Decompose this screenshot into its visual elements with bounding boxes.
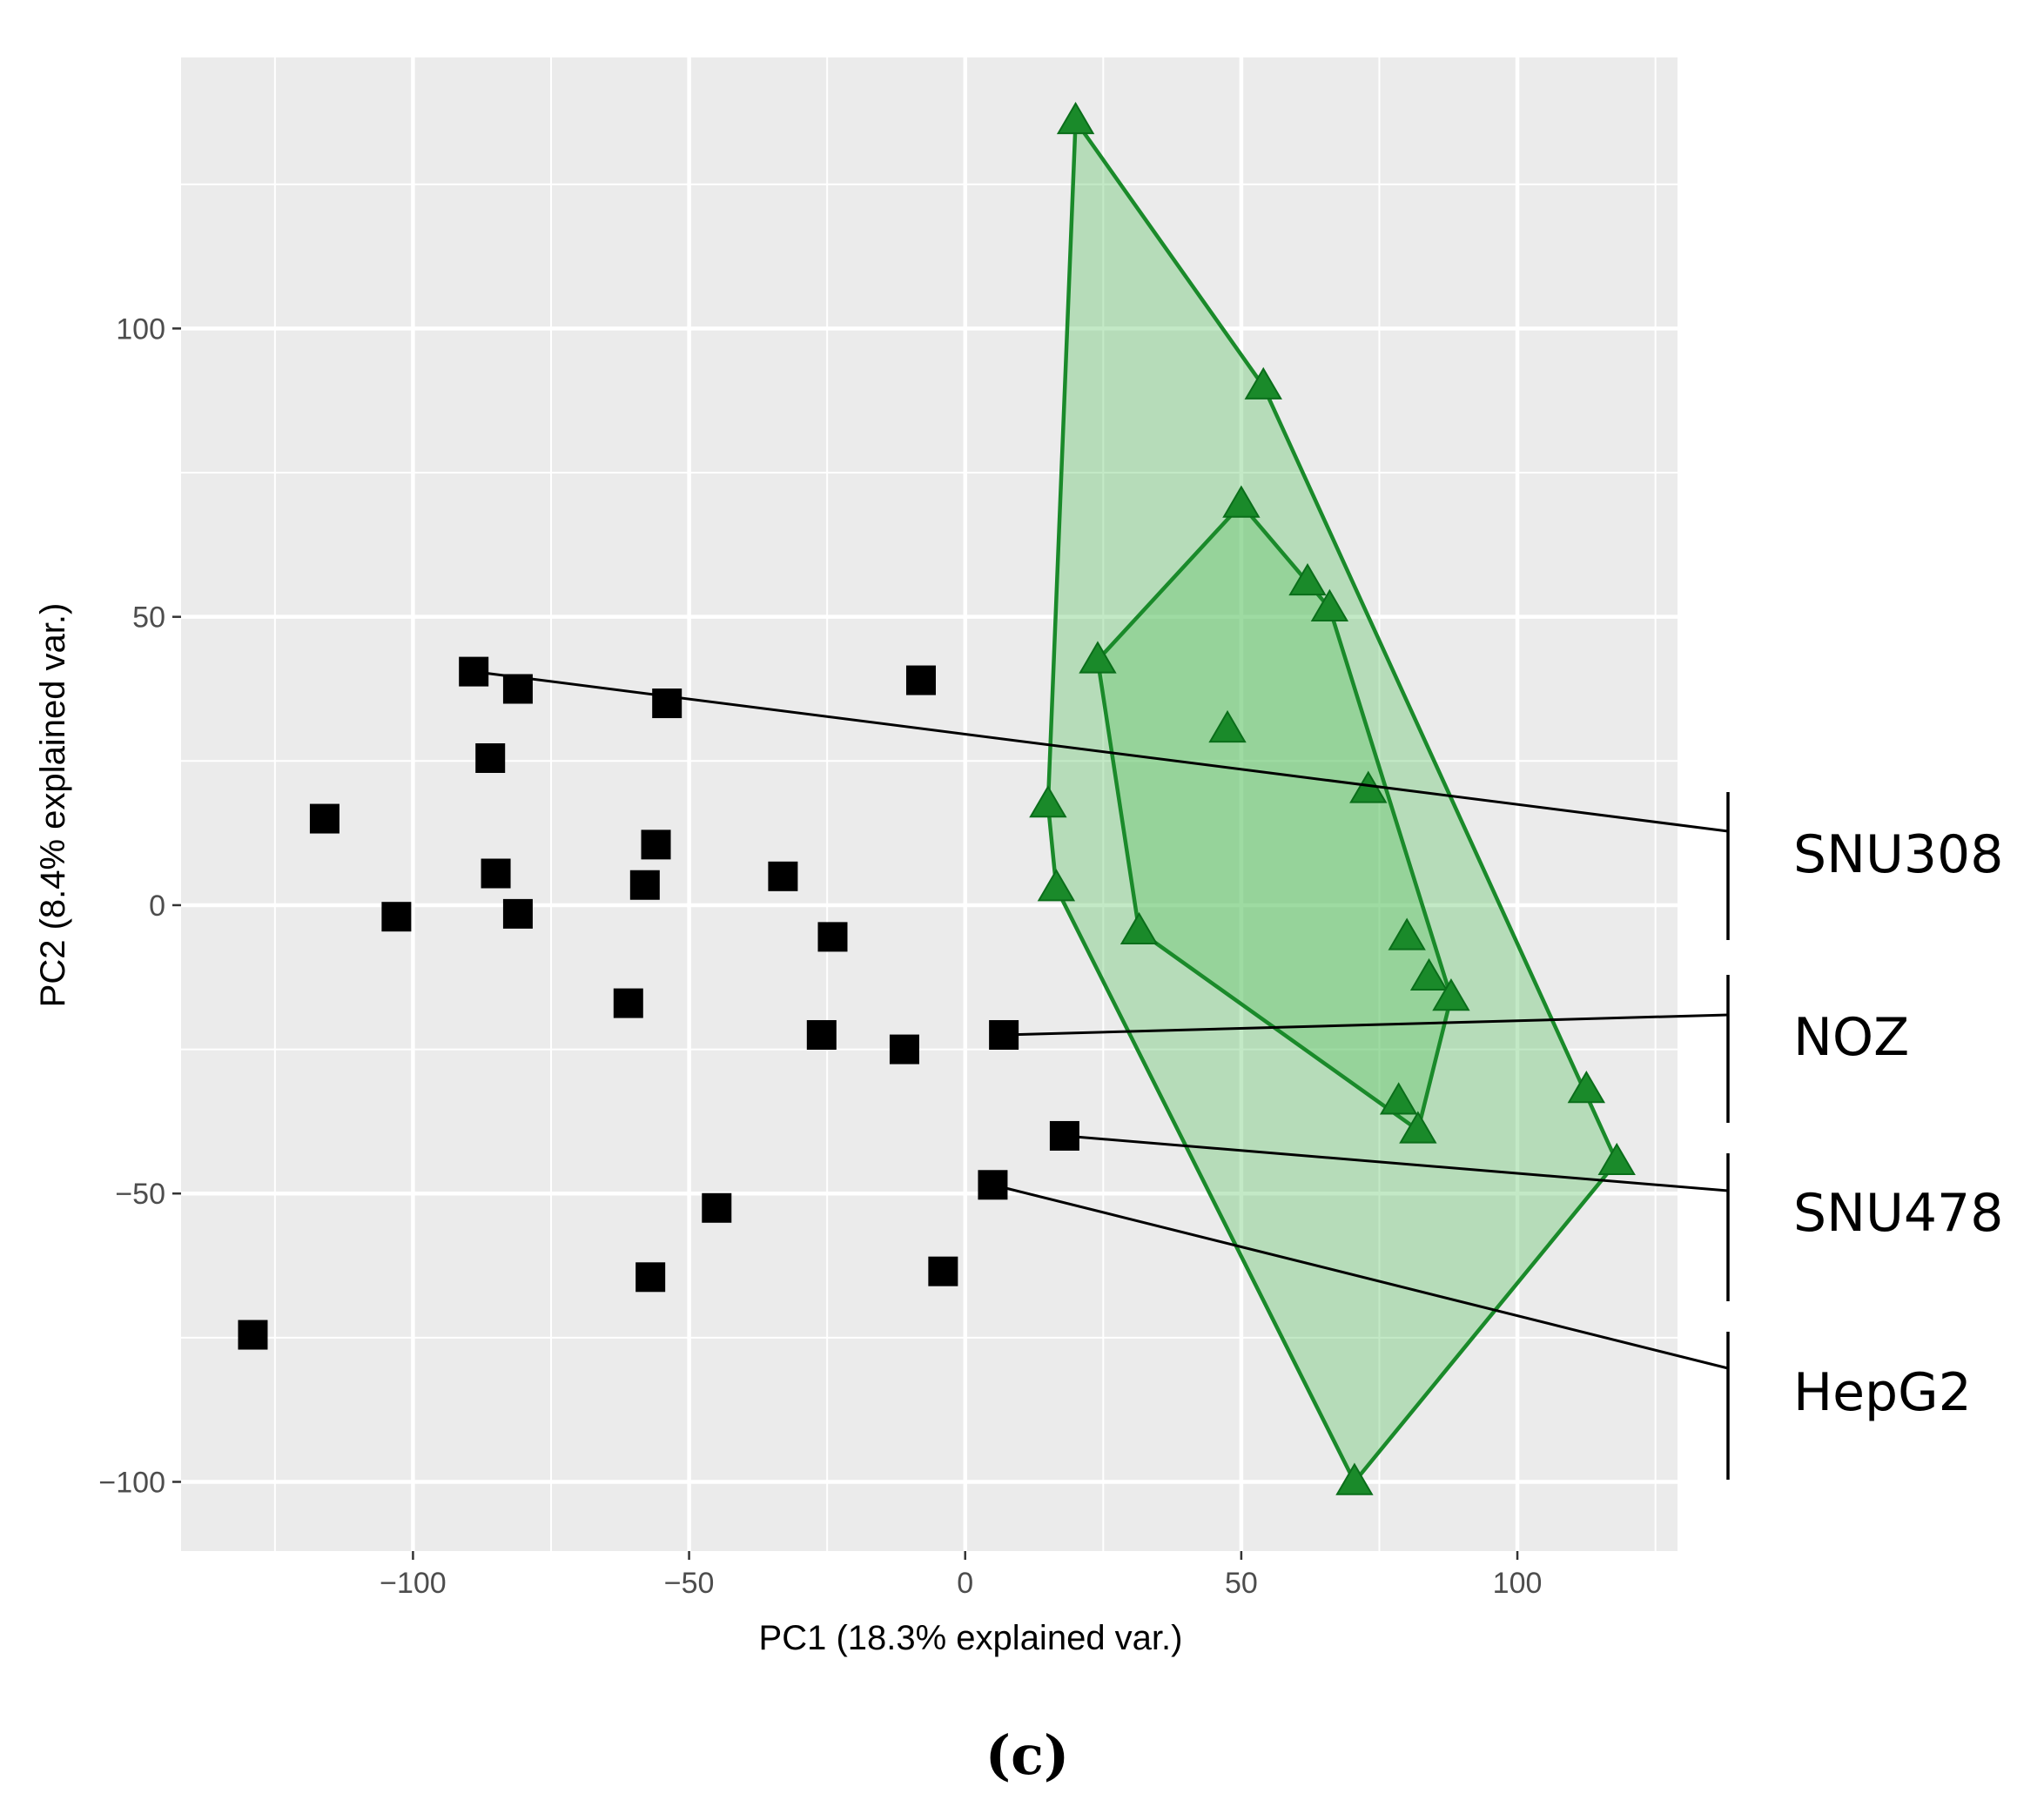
y-tick-label: 100 (116, 312, 165, 346)
triangle-point (1388, 917, 1426, 950)
plot-panel (181, 57, 1678, 1551)
tick-layer: −100 −50 0 50 100 −100 −50 0 50 100 (98, 312, 1542, 1600)
square-point (613, 988, 643, 1018)
leader-line (1064, 1134, 1729, 1192)
leader-line (992, 1183, 1729, 1370)
annotation-layer: SNU308 NOZ SNU478 HepG2 (473, 670, 2003, 1480)
triangle-point (1056, 101, 1095, 135)
x-tick-label: 0 (957, 1567, 973, 1600)
triangle-point (1037, 869, 1076, 902)
group-label-snu478: SNU478 (1793, 1183, 2003, 1244)
point-layer (238, 101, 1636, 1495)
square-point (817, 922, 848, 952)
minor-gridlines (181, 57, 1678, 1551)
group-label-hepg2: HepG2 (1793, 1362, 1972, 1423)
y-axis-title: PC2 (8.4% explained var.) (34, 603, 72, 1008)
square-point (381, 902, 412, 932)
square-point (475, 742, 506, 773)
triangle-point (1335, 1462, 1374, 1495)
y-tick-label: −100 (98, 1466, 165, 1499)
square-point (502, 898, 533, 929)
y-tick-label: 0 (149, 890, 165, 923)
x-axis-title: PC1 (18.3% explained var.) (759, 1619, 1183, 1657)
triangle-point (1222, 485, 1261, 518)
square-point (238, 1320, 268, 1350)
square-point (702, 1192, 732, 1223)
triangle-point (1288, 562, 1327, 596)
group-label-snu308: SNU308 (1793, 824, 2003, 885)
figure-caption: (c) (985, 1723, 1069, 1787)
square-point (806, 1020, 837, 1051)
square-point (889, 1034, 919, 1065)
square-point (635, 1262, 666, 1293)
triangle-point (1597, 1142, 1636, 1176)
x-tick-label: −100 (380, 1567, 447, 1600)
x-tick-label: 100 (1493, 1567, 1543, 1600)
square-point (481, 858, 511, 889)
square-point (768, 861, 798, 891)
triangle-point (1379, 1082, 1418, 1115)
triangle-point (1244, 366, 1282, 400)
square-point (652, 688, 682, 719)
square-point (928, 1256, 958, 1286)
y-tick-label: −50 (115, 1178, 165, 1211)
y-tick-label: 50 (132, 601, 165, 635)
triangle-point (1310, 588, 1349, 621)
x-tick-label: −50 (664, 1567, 715, 1600)
triangle-point (1029, 785, 1067, 818)
square-point (905, 665, 936, 695)
square-point (641, 829, 671, 860)
square-point (309, 803, 340, 834)
x-tick-label: 50 (1225, 1567, 1258, 1600)
leader-line (473, 670, 1729, 833)
triangle-point (1409, 957, 1449, 991)
triangle-point (1079, 641, 1117, 674)
triangle-point (1432, 978, 1470, 1011)
triangle-point (1208, 709, 1247, 743)
group-label-noz: NOZ (1793, 1007, 1909, 1068)
triangle-point (1119, 911, 1159, 945)
leader-line (1004, 1013, 1729, 1037)
triangle-point (1399, 1111, 1437, 1144)
triangle-point (1567, 1071, 1606, 1104)
square-point (629, 870, 660, 900)
